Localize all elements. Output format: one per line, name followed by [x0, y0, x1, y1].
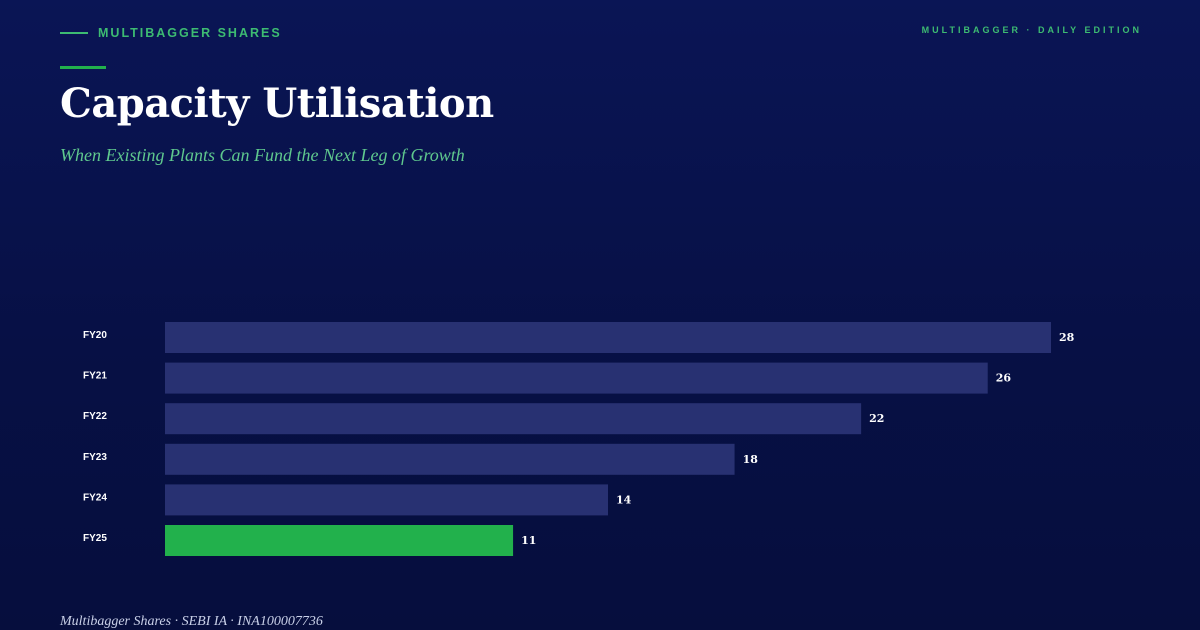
category-label: FY23 — [83, 452, 107, 463]
bar-fy23 — [165, 443, 735, 475]
value-label: 18 — [743, 453, 759, 466]
category-label: FY21 — [83, 371, 107, 382]
value-label: 22 — [869, 412, 884, 425]
value-label: 14 — [616, 493, 632, 506]
value-label: 26 — [996, 372, 1012, 385]
chart-title: Capacity Utilisation — [60, 80, 494, 127]
category-label: FY25 — [83, 533, 107, 544]
category-label: FY24 — [83, 492, 107, 503]
bar-fy20 — [165, 322, 1051, 353]
chart-subtitle: When Existing Plants Can Fund the Next L… — [60, 145, 465, 165]
bar-fy25 — [165, 525, 514, 556]
bar-fy21 — [165, 362, 988, 394]
value-label: 28 — [1059, 331, 1075, 344]
brand-header: MULTIBAGGER SHARES — [60, 25, 282, 41]
brand-rule — [60, 32, 88, 34]
footer-credit: Multibagger Shares · SEBI IA · INA100007… — [60, 614, 323, 629]
value-label: 11 — [521, 534, 536, 547]
bar-fy24 — [165, 484, 608, 516]
edition-label: MULTIBAGGER · DAILY EDITION — [921, 25, 1142, 35]
category-label: FY20 — [83, 330, 107, 341]
title-accent-rule — [60, 66, 106, 69]
bar-fy22 — [165, 403, 862, 435]
category-label: FY22 — [83, 411, 107, 422]
brand-name: MULTIBAGGER SHARES — [98, 26, 282, 40]
